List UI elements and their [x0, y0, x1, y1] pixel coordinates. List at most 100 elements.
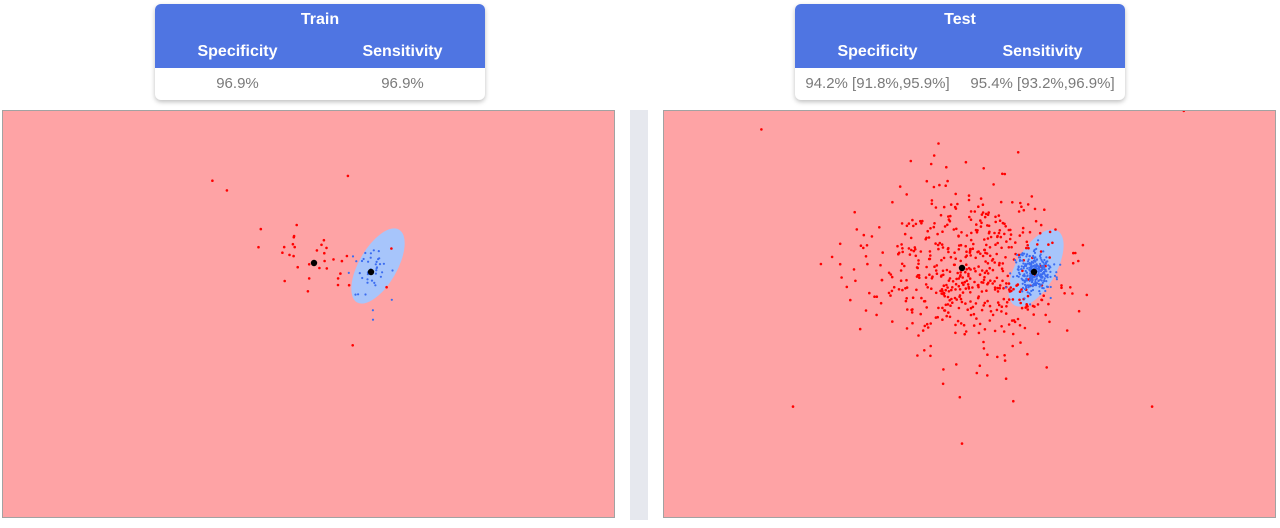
train-blue-point: [379, 275, 382, 278]
test-red-point: [1060, 286, 1063, 290]
train-blue-point: [347, 271, 350, 274]
test-blue-point: [1028, 285, 1031, 288]
test-red-point: [984, 260, 987, 263]
test-red-point: [986, 224, 989, 227]
train-red-point: [336, 283, 340, 287]
test-red-point: [954, 282, 958, 286]
test-red-point: [954, 192, 957, 196]
train-card-title: Train: [155, 4, 485, 36]
test-blue-point: [1031, 274, 1034, 277]
test-blue-point: [1023, 273, 1026, 276]
test-red-point: [929, 344, 932, 348]
test-blue-point: [1034, 260, 1037, 263]
test-red-point: [996, 235, 999, 239]
test-red-point: [948, 315, 952, 319]
train-red-point: [336, 277, 340, 280]
train-red-point: [283, 279, 287, 283]
test-red-point: [940, 274, 943, 277]
test-red-point: [960, 442, 964, 445]
train-blue-point: [370, 279, 374, 282]
test-red-point: [911, 296, 915, 299]
train-blue-point: [355, 260, 358, 263]
test-red-point: [940, 292, 943, 295]
test-blue-point: [1041, 260, 1044, 263]
test-red-point: [889, 294, 892, 297]
test-red-point: [969, 210, 973, 213]
test-red-point: [905, 327, 909, 330]
test-blue-point: [1016, 274, 1019, 278]
train-blue-point: [374, 272, 377, 275]
test-red-point: [981, 211, 985, 214]
test-red-point: [866, 262, 869, 266]
test-red-point: [956, 202, 959, 206]
test-red-point: [960, 300, 964, 304]
test-red-point: [997, 214, 1001, 217]
test-red-point: [1045, 366, 1048, 369]
train-red-point: [332, 258, 335, 261]
test-red-point: [967, 272, 970, 276]
test-red-point: [1033, 207, 1037, 211]
test-red-point: [988, 304, 992, 308]
test-red-point: [946, 179, 949, 183]
test-red-point: [988, 230, 991, 234]
test-red-point: [858, 327, 862, 331]
test-red-point: [1027, 246, 1030, 250]
train-plot[interactable]: [2, 110, 615, 518]
test-red-point: [1020, 205, 1023, 208]
test-red-point: [1011, 332, 1015, 336]
test-blue-point: [1055, 278, 1058, 281]
train-red-point: [295, 223, 299, 227]
test-red-point: [1051, 241, 1054, 245]
test-red-point: [995, 252, 998, 256]
test-red-point: [1048, 320, 1051, 324]
test-red-point: [907, 247, 911, 250]
test-red-point: [969, 300, 972, 303]
test-red-point: [900, 222, 904, 225]
test-blue-point: [1026, 284, 1029, 287]
test-red-point: [1048, 256, 1051, 259]
test-blue-point: [1023, 281, 1026, 284]
test-red-point: [959, 243, 963, 247]
test-blue-point: [1026, 260, 1030, 263]
test-red-point: [974, 256, 977, 260]
test-red-point: [1071, 292, 1074, 295]
test-red-point: [1060, 284, 1063, 287]
test-red-point: [969, 313, 973, 317]
test-red-point: [919, 250, 923, 253]
test-red-point: [987, 281, 990, 285]
test-red-point: [1081, 243, 1085, 247]
test-plot[interactable]: [663, 110, 1276, 518]
test-red-point: [1002, 287, 1005, 290]
test-red-point: [996, 355, 999, 359]
test-red-point: [915, 288, 918, 292]
test-scatter-svg: [760, 111, 1186, 445]
test-red-point: [981, 203, 985, 206]
panel-divider[interactable]: [630, 110, 648, 520]
test-red-point: [830, 255, 834, 259]
test-red-point: [989, 279, 992, 282]
test-red-point: [947, 290, 951, 293]
test-red-point: [1015, 284, 1018, 287]
test-red-point: [940, 243, 944, 246]
test-red-point: [986, 374, 989, 377]
test-red-point: [1018, 234, 1022, 237]
test-red-point: [1016, 317, 1020, 321]
test-red-point: [986, 237, 990, 240]
test-red-point: [964, 255, 967, 259]
train-red-point: [320, 243, 323, 247]
test-blue-point: [1029, 274, 1032, 277]
train-blue-point: [373, 281, 376, 284]
test-red-point: [948, 219, 952, 223]
test-red-point: [1028, 230, 1032, 234]
test-red-point: [1007, 298, 1011, 301]
test-red-point: [1022, 208, 1026, 212]
test-red-point: [998, 284, 1002, 287]
test-blue-point: [1017, 266, 1020, 269]
test-red-point: [1001, 172, 1004, 176]
test-blue-point: [1041, 281, 1044, 284]
test-blue-point: [1033, 251, 1037, 254]
test-red-point: [994, 220, 997, 224]
train-blue-point: [364, 293, 367, 296]
test-red-point: [889, 273, 893, 276]
test-red-point: [978, 364, 982, 367]
